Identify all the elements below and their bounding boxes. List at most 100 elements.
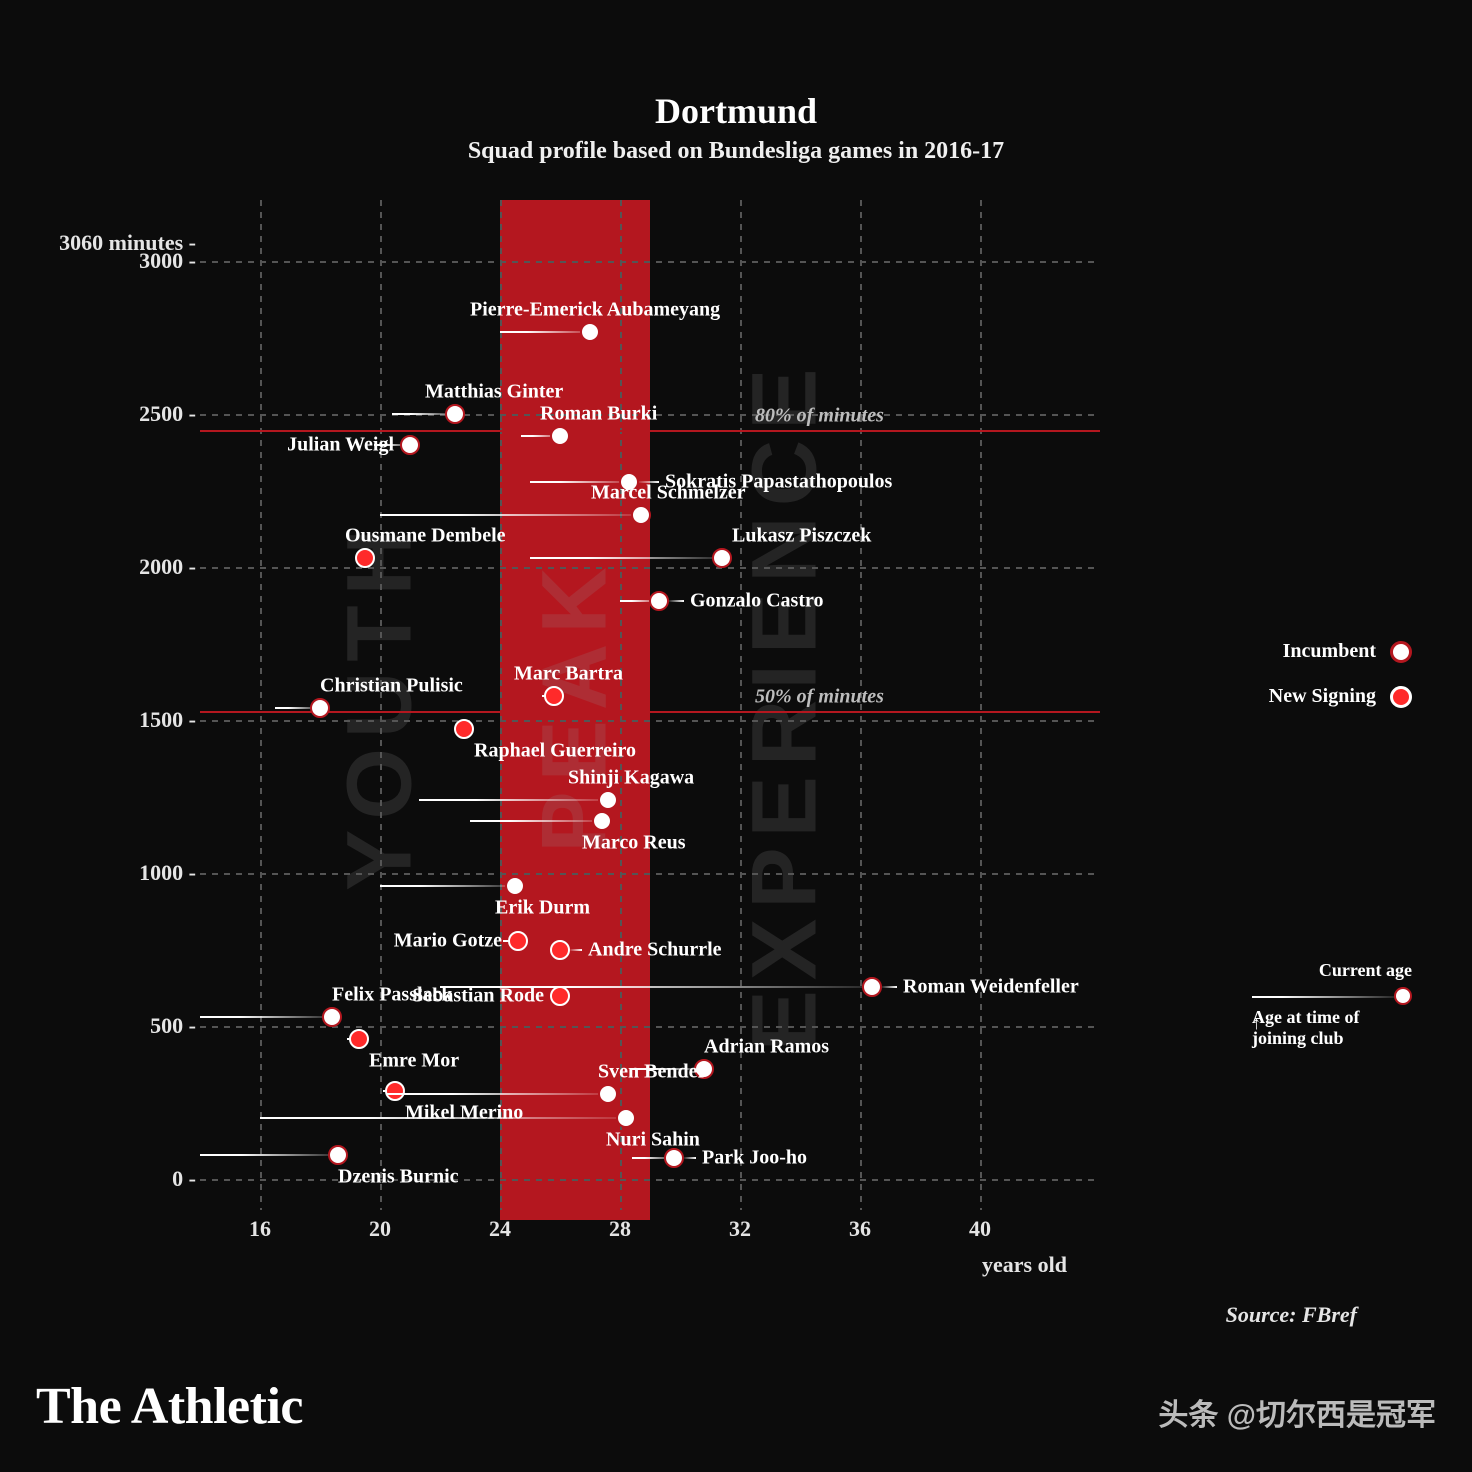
player-label: Dzenis Burnic bbox=[338, 1165, 459, 1188]
player-point bbox=[505, 876, 525, 896]
player-label: Felix Passlack bbox=[332, 984, 453, 1007]
player-label: Mario Gotze bbox=[394, 929, 502, 952]
chart-container: Dortmund Squad profile based on Bundesli… bbox=[0, 0, 1472, 1472]
tenure-trail bbox=[440, 986, 872, 988]
player-point bbox=[592, 811, 612, 831]
x-tick-label: 36 bbox=[849, 1216, 871, 1242]
player-label: Marco Reus bbox=[582, 832, 686, 855]
legend-incumbent-dot bbox=[1390, 641, 1412, 663]
player-point bbox=[322, 1007, 342, 1027]
gridline-y bbox=[200, 1179, 1100, 1181]
legend-incumbent-label: Incumbent bbox=[1283, 640, 1376, 663]
player-label: Marcel Schmelzer bbox=[591, 482, 746, 505]
tenure-trail bbox=[260, 1117, 626, 1119]
reference-label: 80% of minutes bbox=[755, 405, 884, 428]
player-label: Roman Weidenfeller bbox=[903, 975, 1079, 998]
y-tick-label: 2000 - bbox=[139, 554, 196, 580]
gridline-y bbox=[200, 873, 1100, 875]
player-point bbox=[616, 1108, 636, 1128]
reference-label: 50% of minutes bbox=[755, 686, 884, 709]
tenure-trail bbox=[500, 331, 590, 333]
player-point bbox=[649, 591, 669, 611]
gridline-x bbox=[500, 200, 502, 1210]
player-label: Mikel Merino bbox=[405, 1101, 523, 1124]
player-label: Marc Bartra bbox=[514, 662, 623, 685]
gridline-y bbox=[200, 567, 1100, 569]
y-tick-label: 1500 - bbox=[139, 707, 196, 733]
player-label: Ousmane Dembele bbox=[345, 525, 506, 548]
tenure-trail bbox=[419, 799, 608, 801]
gridline-y bbox=[200, 720, 1100, 722]
gridline-y bbox=[200, 261, 1100, 263]
tenure-trail bbox=[380, 514, 641, 516]
gridline-x bbox=[980, 200, 982, 1210]
gridline-x bbox=[260, 200, 262, 1210]
tenure-trail bbox=[200, 1154, 338, 1156]
label-connector bbox=[882, 986, 897, 988]
player-point bbox=[400, 435, 420, 455]
label-connector bbox=[669, 600, 684, 602]
player-point bbox=[550, 940, 570, 960]
player-label: Julian Weigl bbox=[287, 433, 394, 456]
y-tick-label: 500 - bbox=[150, 1013, 196, 1039]
player-label: Lukasz Piszczek bbox=[732, 525, 871, 548]
x-tick-label: 20 bbox=[369, 1216, 391, 1242]
player-label: Nuri Sahin bbox=[606, 1129, 700, 1152]
label-connector bbox=[684, 1157, 696, 1159]
y-tick-label: 2500 - bbox=[139, 401, 196, 427]
x-tick-label: 24 bbox=[489, 1216, 511, 1242]
tenure-trail bbox=[530, 557, 722, 559]
tenure-trail bbox=[386, 1093, 608, 1095]
player-label: Roman Burki bbox=[540, 402, 657, 425]
tenure-trail bbox=[200, 1016, 332, 1018]
brand-logo: The Athletic bbox=[36, 1377, 303, 1436]
player-point bbox=[550, 426, 570, 446]
x-tick-label: 16 bbox=[249, 1216, 271, 1242]
x-axis-label: years old bbox=[982, 1252, 1067, 1278]
player-label: Christian Pulisic bbox=[320, 675, 463, 698]
player-label: Pierre-Emerick Aubameyang bbox=[470, 298, 720, 321]
legend-newsigning-dot bbox=[1390, 686, 1412, 708]
player-point bbox=[598, 1084, 618, 1104]
player-point bbox=[445, 404, 465, 424]
reference-line bbox=[200, 430, 1100, 432]
player-point bbox=[355, 548, 375, 568]
player-label: Adrian Ramos bbox=[704, 1036, 829, 1059]
player-label: Matthias Ginter bbox=[425, 381, 563, 404]
player-point bbox=[664, 1148, 684, 1168]
legend-joining-age: Age at time of joining club bbox=[1252, 1007, 1412, 1049]
player-point bbox=[598, 790, 618, 810]
y-tick-label: 0 - bbox=[172, 1166, 196, 1192]
label-connector bbox=[570, 949, 582, 951]
player-point bbox=[580, 322, 600, 342]
x-tick-label: 32 bbox=[729, 1216, 751, 1242]
player-label: Sven Bender bbox=[598, 1060, 706, 1083]
plot-area: YOUTHPEAKEXPERIENCE80% of minutes50% of … bbox=[200, 200, 1100, 1210]
tenure-trail bbox=[380, 885, 515, 887]
player-label: Emre Mor bbox=[369, 1049, 459, 1072]
legend-current-age: Current age bbox=[1252, 960, 1412, 981]
source-credit: Source: FBref bbox=[1226, 1302, 1357, 1328]
player-point bbox=[862, 977, 882, 997]
x-tick-label: 40 bbox=[969, 1216, 991, 1242]
x-tick-label: 28 bbox=[609, 1216, 631, 1242]
player-point bbox=[508, 931, 528, 951]
y-tick-label: 1000 - bbox=[139, 860, 196, 886]
player-point bbox=[310, 698, 330, 718]
player-label: Andre Schurrle bbox=[588, 938, 722, 961]
legend-age-explainer: Current age ↑ Age at time of joining clu… bbox=[1252, 960, 1412, 1049]
y-max-label: 3060 minutes - bbox=[59, 230, 196, 256]
player-label: Shinji Kagawa bbox=[568, 766, 694, 789]
player-label: Gonzalo Castro bbox=[690, 589, 824, 612]
chart-subtitle: Squad profile based on Bundesliga games … bbox=[468, 138, 1004, 165]
player-label: Raphael Guerreiro bbox=[474, 740, 636, 763]
tenure-trail bbox=[470, 820, 602, 822]
legend-newsigning-label: New Signing bbox=[1269, 685, 1376, 708]
player-label: Erik Durm bbox=[495, 896, 590, 919]
player-point bbox=[550, 986, 570, 1006]
player-point bbox=[349, 1029, 369, 1049]
legend-markers: Incumbent New Signing bbox=[1269, 640, 1412, 730]
player-point bbox=[544, 686, 564, 706]
chart-title: Dortmund bbox=[655, 90, 817, 132]
player-label: Park Joo-ho bbox=[702, 1146, 807, 1169]
